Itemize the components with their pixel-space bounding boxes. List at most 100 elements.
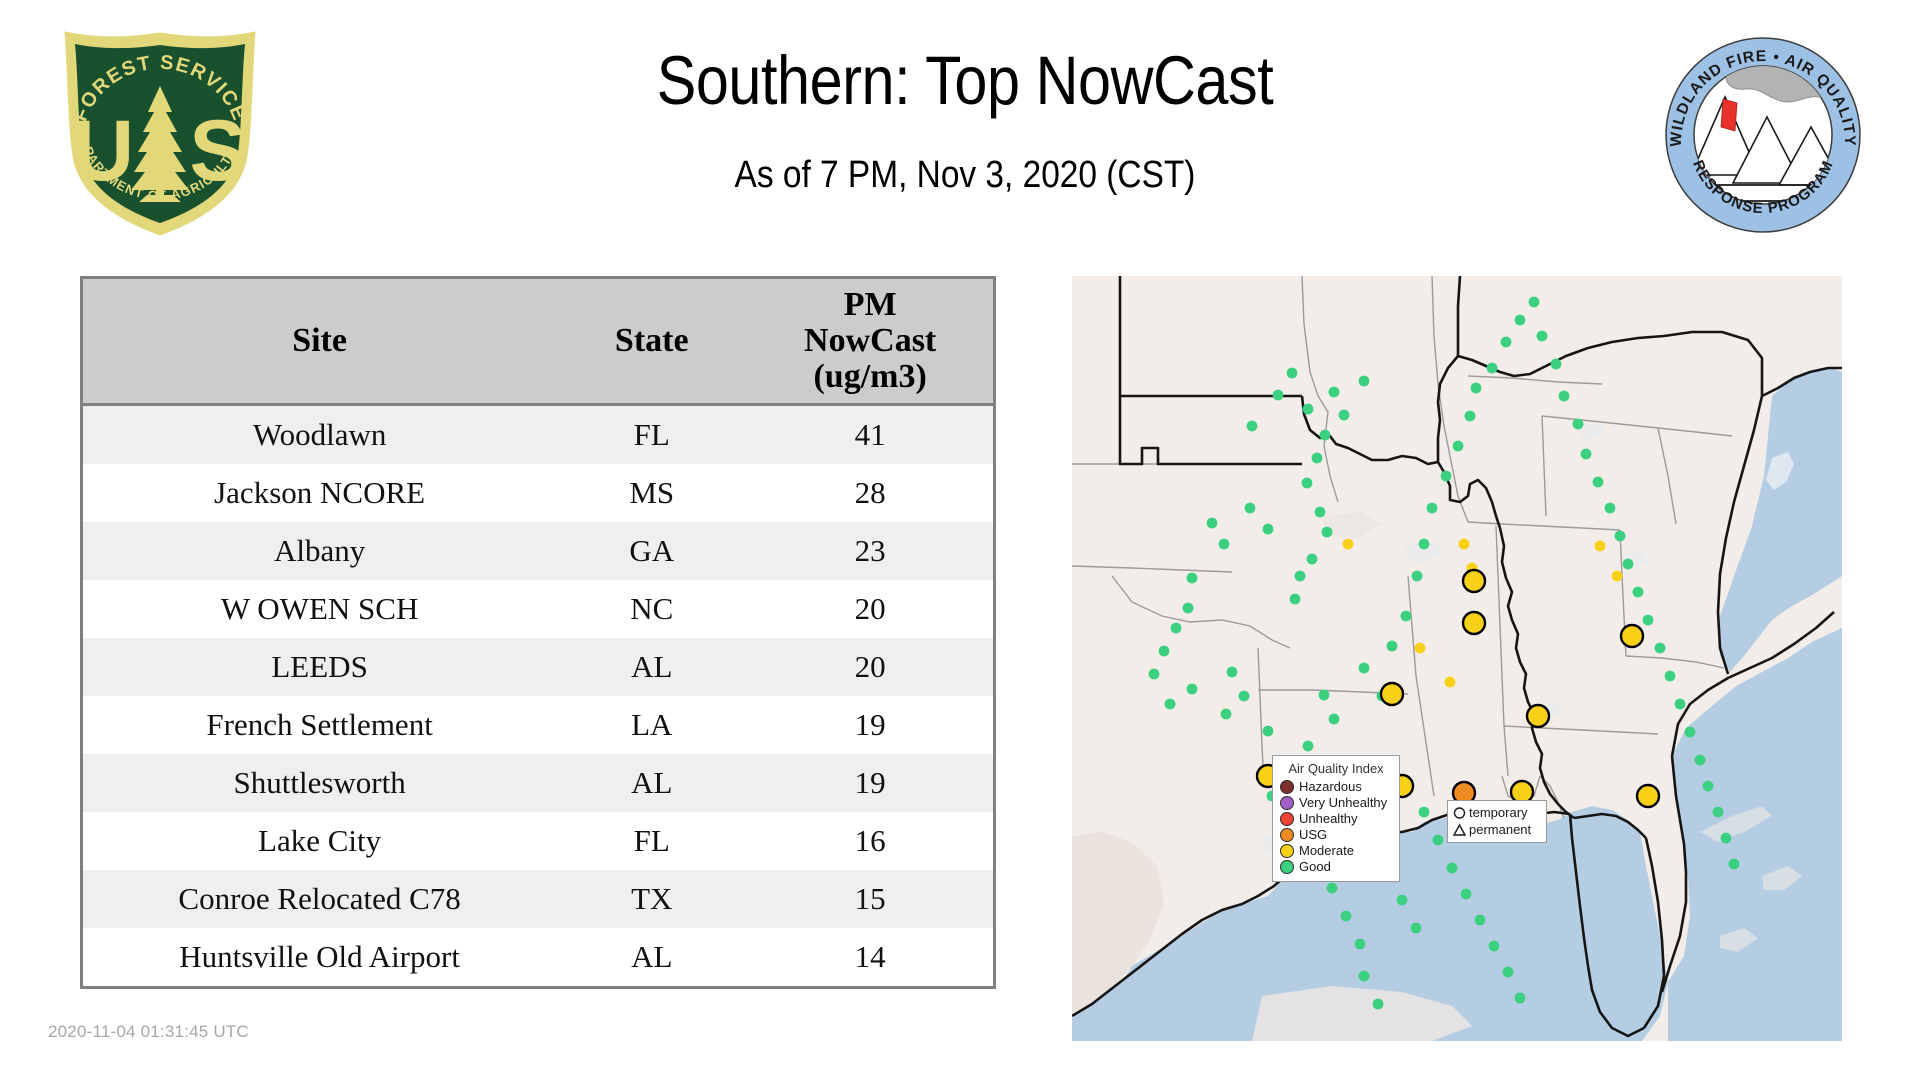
monitor-marker-moderate[interactable]	[1611, 570, 1623, 582]
monitor-marker-good[interactable]	[1272, 389, 1284, 401]
monitor-marker-good[interactable]	[1514, 314, 1526, 326]
monitor-marker-good[interactable]	[1418, 538, 1430, 550]
monitor-marker-good[interactable]	[1318, 689, 1330, 701]
monitor-marker-good[interactable]	[1728, 858, 1740, 870]
monitor-marker-good[interactable]	[1302, 403, 1314, 415]
monitor-marker-good[interactable]	[1321, 526, 1333, 538]
monitor-marker-good[interactable]	[1536, 330, 1548, 342]
monitor-marker-good[interactable]	[1372, 998, 1384, 1010]
monitor-marker-good[interactable]	[1694, 754, 1706, 766]
monitor-marker-good[interactable]	[1460, 888, 1472, 900]
monitor-marker-good[interactable]	[1186, 683, 1198, 695]
monitor-marker-good[interactable]	[1464, 410, 1476, 422]
monitor-marker-good[interactable]	[1426, 502, 1438, 514]
monitor-marker-moderate-highlighted[interactable]	[1379, 681, 1405, 707]
monitor-marker-good[interactable]	[1246, 420, 1258, 432]
monitor-marker-good[interactable]	[1604, 502, 1616, 514]
monitor-marker-good[interactable]	[1238, 690, 1250, 702]
monitor-marker-good[interactable]	[1572, 418, 1584, 430]
monitor-marker-good[interactable]	[1528, 296, 1540, 308]
monitor-marker-good[interactable]	[1488, 940, 1500, 952]
monitor-marker-good[interactable]	[1262, 725, 1274, 737]
monitor-marker-good[interactable]	[1674, 698, 1686, 710]
monitor-marker-good[interactable]	[1326, 882, 1338, 894]
monitor-marker-good[interactable]	[1550, 358, 1562, 370]
monitor-marker-good[interactable]	[1502, 966, 1514, 978]
monitor-marker-good[interactable]	[1328, 386, 1340, 398]
table-header-row: Site State PM NowCast (ug/m3)	[83, 279, 993, 406]
monitor-marker-good[interactable]	[1218, 538, 1230, 550]
monitor-marker-good[interactable]	[1622, 558, 1634, 570]
monitor-marker-good[interactable]	[1446, 862, 1458, 874]
monitor-marker-moderate[interactable]	[1444, 676, 1456, 688]
monitor-marker-good[interactable]	[1206, 517, 1218, 529]
monitor-marker-good[interactable]	[1474, 914, 1486, 926]
monitor-marker-good[interactable]	[1614, 530, 1626, 542]
monitor-marker-good[interactable]	[1319, 429, 1331, 441]
forest-service-shield-icon: FOREST SERVICE DEPARTMENT OF AGRICULTURE…	[50, 16, 256, 236]
monitor-marker-moderate[interactable]	[1414, 642, 1426, 654]
monitor-marker-good[interactable]	[1311, 452, 1323, 464]
monitor-marker-good[interactable]	[1186, 572, 1198, 584]
monitor-markers-highlighted[interactable]	[1255, 568, 1661, 809]
monitor-marker-good[interactable]	[1148, 668, 1160, 680]
monitor-marker-good[interactable]	[1340, 910, 1352, 922]
monitor-marker-good[interactable]	[1294, 570, 1306, 582]
monitor-marker-good[interactable]	[1328, 713, 1340, 725]
monitor-marker-good[interactable]	[1580, 448, 1592, 460]
monitor-marker-good[interactable]	[1632, 586, 1644, 598]
monitor-marker-good[interactable]	[1654, 642, 1666, 654]
monitor-marker-good[interactable]	[1354, 938, 1366, 950]
map-canvas[interactable]	[1072, 276, 1842, 1041]
monitor-marker-good[interactable]	[1664, 670, 1676, 682]
monitor-marker-moderate-highlighted[interactable]	[1619, 623, 1645, 649]
monitor-marker-good[interactable]	[1244, 502, 1256, 514]
monitor-marker-good[interactable]	[1338, 409, 1350, 421]
monitor-marker-good[interactable]	[1432, 834, 1444, 846]
monitor-marker-good[interactable]	[1411, 570, 1423, 582]
monitor-marker-good[interactable]	[1500, 336, 1512, 348]
monitor-marker-good[interactable]	[1470, 382, 1482, 394]
monitor-marker-good[interactable]	[1358, 970, 1370, 982]
monitor-marker-good[interactable]	[1286, 367, 1298, 379]
monitor-marker-good[interactable]	[1452, 440, 1464, 452]
monitor-marker-good[interactable]	[1642, 614, 1654, 626]
monitor-marker-moderate-highlighted[interactable]	[1635, 783, 1661, 809]
monitor-marker-good[interactable]	[1226, 666, 1238, 678]
site-type-label-temporary: temporary	[1469, 804, 1528, 820]
monitor-marker-good[interactable]	[1302, 740, 1314, 752]
monitor-marker-good[interactable]	[1684, 726, 1696, 738]
monitor-marker-good[interactable]	[1164, 698, 1176, 710]
monitor-marker-moderate[interactable]	[1458, 538, 1470, 550]
monitor-marker-moderate-highlighted[interactable]	[1525, 703, 1551, 729]
monitor-marker-good[interactable]	[1262, 523, 1274, 535]
monitor-marker-good[interactable]	[1220, 708, 1232, 720]
monitor-marker-good[interactable]	[1386, 640, 1398, 652]
monitor-marker-good[interactable]	[1182, 602, 1194, 614]
monitor-marker-good[interactable]	[1301, 477, 1313, 489]
monitor-marker-good[interactable]	[1358, 662, 1370, 674]
monitor-marker-good[interactable]	[1558, 390, 1570, 402]
monitor-marker-good[interactable]	[1440, 470, 1452, 482]
monitor-marker-good[interactable]	[1170, 622, 1182, 634]
monitor-marker-good[interactable]	[1720, 832, 1732, 844]
monitor-marker-good[interactable]	[1314, 506, 1326, 518]
monitor-marker-moderate[interactable]	[1594, 540, 1606, 552]
monitor-marker-good[interactable]	[1400, 610, 1412, 622]
monitor-marker-good[interactable]	[1396, 894, 1408, 906]
monitor-marker-good[interactable]	[1358, 375, 1370, 387]
monitor-marker-good[interactable]	[1514, 992, 1526, 1004]
monitor-marker-good[interactable]	[1486, 362, 1498, 374]
monitor-marker-good[interactable]	[1410, 922, 1422, 934]
monitor-marker-good[interactable]	[1702, 780, 1714, 792]
monitor-marker-good[interactable]	[1158, 645, 1170, 657]
monitor-marker-good[interactable]	[1289, 593, 1301, 605]
monitor-marker-good[interactable]	[1418, 806, 1430, 818]
monitor-marker-good[interactable]	[1592, 476, 1604, 488]
air-quality-map[interactable]	[1072, 276, 1842, 1041]
monitor-marker-moderate-highlighted[interactable]	[1461, 568, 1487, 594]
monitor-marker-good[interactable]	[1712, 806, 1724, 818]
monitor-marker-moderate-highlighted[interactable]	[1461, 610, 1487, 636]
monitor-marker-moderate[interactable]	[1342, 538, 1354, 550]
monitor-marker-good[interactable]	[1306, 553, 1318, 565]
